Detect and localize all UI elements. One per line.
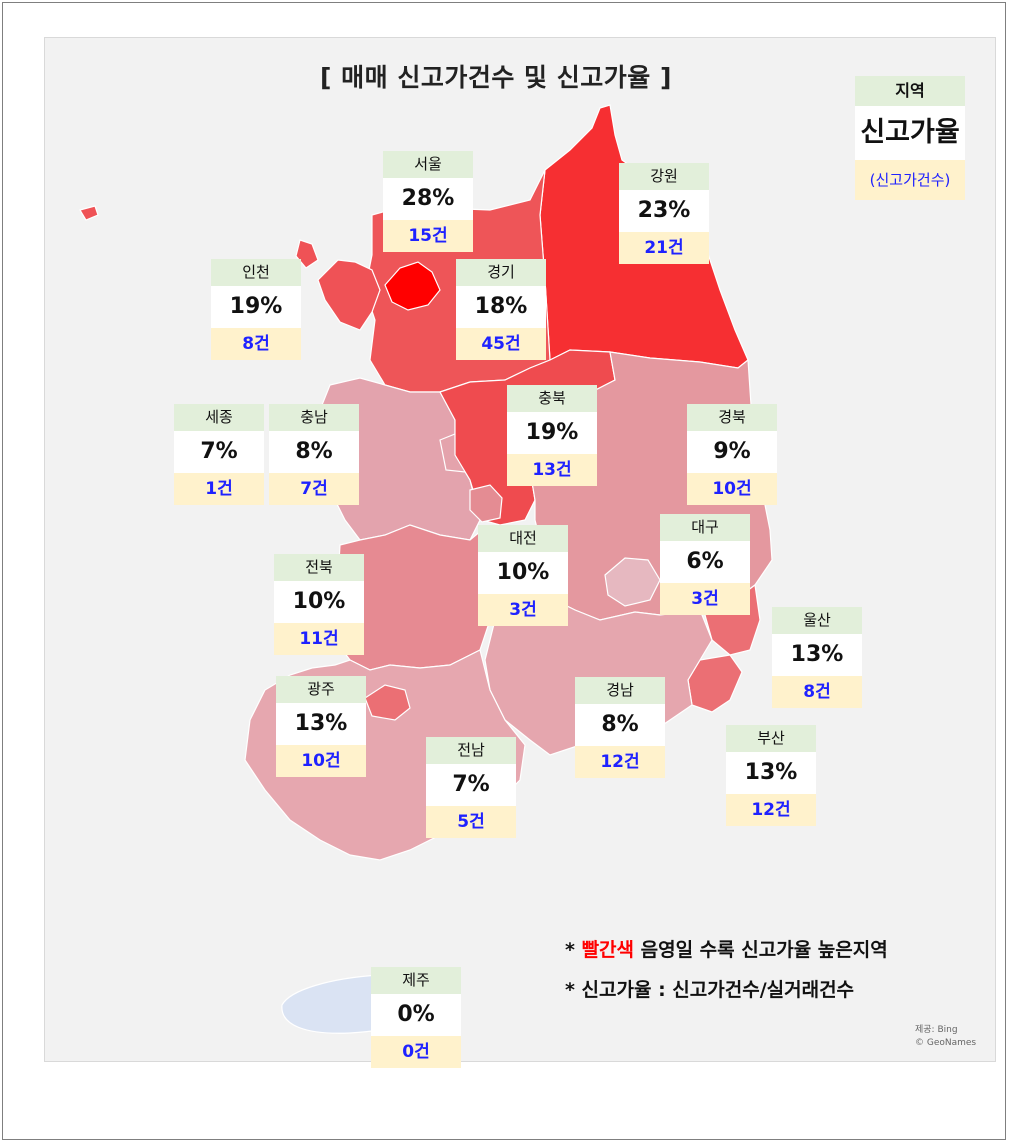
region-count: 7건 [269,473,359,505]
region-name: 대구 [660,514,750,541]
note-bullet: * [565,939,582,961]
region-rate: 7% [426,764,516,806]
region-rate: 8% [575,704,665,746]
region-count: 12건 [726,794,816,826]
region-count: 5건 [426,806,516,838]
note-red-text: 빨간색 [581,939,635,961]
region-seoul [384,261,441,311]
credit-line-2: © GeoNames [915,1038,977,1048]
region-rate: 10% [274,581,364,623]
region-count: 45건 [456,328,546,360]
legend-count-label: (신고가건수) [855,160,965,200]
region-rate: 18% [456,286,546,328]
region-count: 21건 [619,232,709,264]
region-label-13: 경남 8% 12건 [575,677,665,778]
region-label-16: 제주 0% 0건 [371,967,461,1068]
region-rate: 23% [619,190,709,232]
note-rest-text: 음영일 수록 신고가율 높은지역 [634,939,888,961]
region-name: 충남 [269,404,359,431]
map-credit: 제공: Bing © GeoNames [915,1024,976,1050]
region-label-4: 충북 19% 13건 [507,385,597,486]
note-line-1: * 빨간색 음영일 수록 신고가율 높은지역 [565,935,888,962]
region-count: 8건 [772,676,862,708]
region-name: 제주 [371,967,461,994]
region-daegu [604,557,661,607]
legend-name-label: 지역 [855,76,965,106]
credit-line-1: 제공: Bing [915,1025,958,1035]
region-name: 강원 [619,163,709,190]
region-label-12: 광주 13% 10건 [276,676,366,777]
region-gwangju [364,684,411,721]
region-label-15: 부산 13% 12건 [726,725,816,826]
legend-box: 지역 신고가율 (신고가건수) [855,76,965,200]
region-count: 11건 [274,623,364,655]
region-rate: 9% [687,431,777,473]
region-name: 경북 [687,404,777,431]
region-name: 대전 [478,525,568,552]
region-count: 15건 [383,220,473,252]
region-name: 충북 [507,385,597,412]
region-label-10: 전북 10% 11건 [274,554,364,655]
region-name: 세종 [174,404,264,431]
region-label-1: 강원 23% 21건 [619,163,709,264]
region-rate: 19% [507,412,597,454]
region-count: 1건 [174,473,264,505]
region-label-8: 대전 10% 3건 [478,525,568,626]
region-rate: 13% [726,752,816,794]
region-rate: 10% [478,552,568,594]
region-name: 부산 [726,725,816,752]
region-rate: 0% [371,994,461,1036]
region-name: 경기 [456,259,546,286]
region-label-0: 서울 28% 15건 [383,151,473,252]
region-label-7: 경북 9% 10건 [687,404,777,505]
region-name: 전북 [274,554,364,581]
note-line-2: * 신고가율 : 신고가건수/실거래건수 [565,979,855,1001]
region-label-9: 대구 6% 3건 [660,514,750,615]
legend-rate-label: 신고가율 [855,106,965,160]
region-count: 0건 [371,1036,461,1068]
region-count: 10건 [276,745,366,777]
region-label-2: 인천 19% 8건 [211,259,301,360]
region-name: 울산 [772,607,862,634]
region-rate: 19% [211,286,301,328]
chart-title: [ 매매 신고가건수 및 신고가율 ] [320,63,672,92]
region-count: 12건 [575,746,665,778]
region-rate: 13% [772,634,862,676]
region-count: 3건 [478,594,568,626]
region-name: 광주 [276,676,366,703]
region-rate: 7% [174,431,264,473]
region-label-3: 경기 18% 45건 [456,259,546,360]
region-count: 3건 [660,583,750,615]
region-count: 8건 [211,328,301,360]
region-daejeon [469,484,503,523]
region-label-11: 울산 13% 8건 [772,607,862,708]
region-name: 경남 [575,677,665,704]
region-name: 인천 [211,259,301,286]
region-rate: 28% [383,178,473,220]
region-rate: 13% [276,703,366,745]
region-label-14: 전남 7% 5건 [426,737,516,838]
region-incheon [79,205,381,331]
region-label-6: 충남 8% 7건 [269,404,359,505]
region-rate: 8% [269,431,359,473]
region-name: 전남 [426,737,516,764]
region-rate: 6% [660,541,750,583]
region-name: 서울 [383,151,473,178]
region-count: 10건 [687,473,777,505]
region-label-5: 세종 7% 1건 [174,404,264,505]
region-count: 13건 [507,454,597,486]
